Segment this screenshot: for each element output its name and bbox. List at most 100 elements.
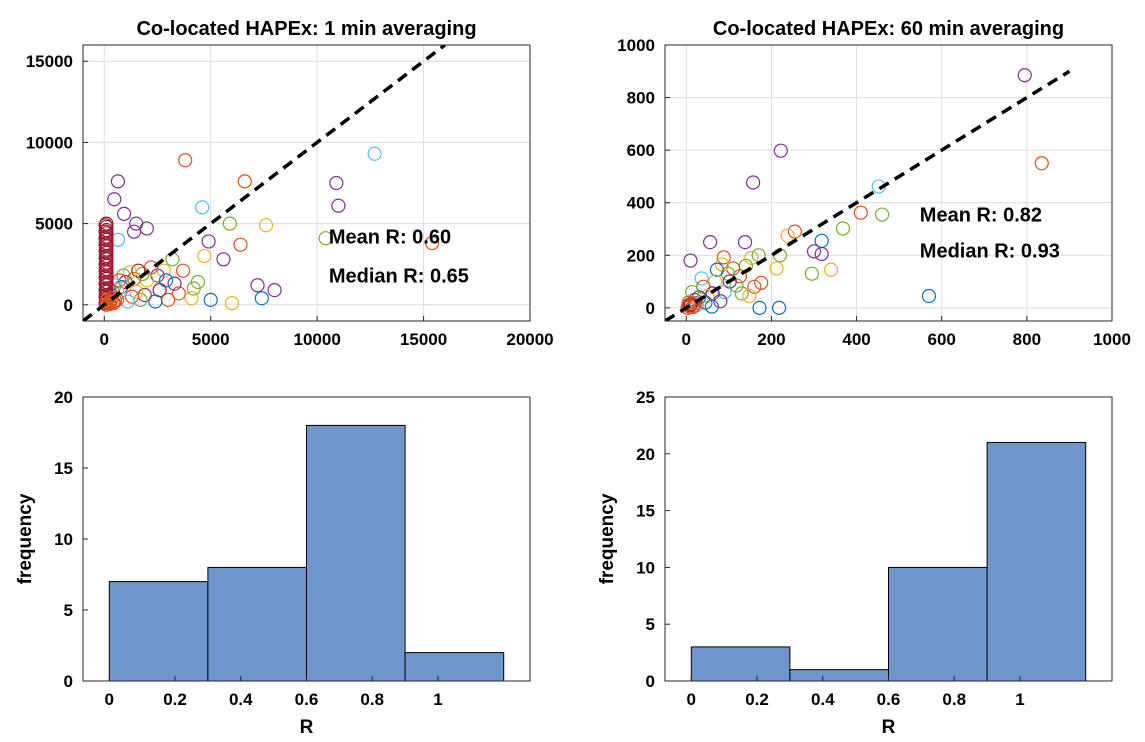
scatter-point (703, 235, 718, 250)
x-axis-label: R (882, 717, 896, 738)
y-axis-label: frequency (597, 493, 618, 584)
y-tick-label: 10000 (26, 133, 73, 152)
y-tick-label: 0 (64, 672, 73, 691)
one-to-one-line (665, 69, 1071, 321)
scatter-60min-panel: 0 200 400 600 800 1000 0 200 400 600 800 1000 Co-loc… (617, 18, 1131, 349)
y-tick-label: 10 (636, 558, 655, 577)
scatter-point (201, 234, 216, 249)
scatter-point (729, 278, 744, 293)
x-tick-label: 0 (687, 690, 696, 709)
scatter-point (148, 294, 163, 309)
scatter-point (746, 175, 761, 190)
scatter-point (129, 284, 144, 299)
scatter-point (734, 286, 749, 301)
scatter-point (773, 143, 788, 158)
y-tick-label: 10 (54, 530, 73, 549)
scatter-point (823, 262, 839, 277)
scatter-point (694, 271, 709, 286)
plot-area (83, 45, 530, 321)
scatter-point (754, 275, 769, 290)
histogram-bar (108, 581, 209, 681)
scatter-point (921, 288, 937, 304)
mean-r-annotation: Mean R: 0.60 (329, 227, 451, 249)
scatter-point (771, 300, 787, 315)
scatter-point (787, 224, 802, 239)
one-to-one-line (83, 45, 446, 321)
x-tick-label: 1 (1015, 690, 1024, 709)
scatter-point (737, 235, 753, 250)
x-tick-label: 0.2 (745, 690, 769, 709)
mean-r-annotation: Mean R: 0.82 (920, 205, 1042, 227)
y-tick-label: 15 (636, 502, 655, 521)
scatter-point (186, 281, 201, 296)
histogram-bar (306, 424, 406, 681)
x-tick-label: 1000 (1093, 330, 1131, 349)
x-tick-label: 20000 (506, 330, 553, 349)
scatter-point (116, 206, 132, 221)
scatter-point (331, 198, 346, 213)
x-tick-label: 0 (100, 330, 109, 349)
y-tick-label: 0 (64, 296, 73, 315)
scatter-point (742, 288, 757, 304)
scatter-point (367, 146, 382, 161)
y-tick-label: 20 (54, 388, 73, 407)
x-tick-label: 1 (433, 690, 442, 709)
histogram-bar (888, 566, 988, 681)
scatter-point (110, 174, 126, 189)
x-tick-label: 10000 (294, 330, 341, 349)
scatter-point (717, 284, 732, 300)
y-tick-label: 0 (646, 299, 655, 318)
scatter-point (195, 200, 210, 215)
y-tick-label: 400 (627, 194, 655, 213)
scatter-point (222, 216, 237, 231)
x-tick-label: 200 (757, 330, 785, 349)
scatter-point (329, 175, 344, 191)
histogram-bar (789, 669, 889, 681)
chart-title: Co-located HAPEx: 60 min averaging (713, 18, 1064, 40)
scatter-point (814, 246, 829, 262)
x-tick-label: 0.2 (163, 690, 187, 709)
x-tick-label: 0.8 (360, 690, 384, 709)
scatter-point (769, 261, 784, 276)
x-tick-label: 400 (842, 330, 870, 349)
scatter-point (424, 235, 440, 251)
plot-marks (83, 45, 446, 321)
scatter-point (804, 266, 819, 281)
histogram-bar (690, 646, 791, 681)
y-tick-label: 5000 (35, 215, 73, 234)
y-tick-label: 15 (54, 459, 73, 478)
scatter-point (197, 248, 212, 264)
scatter-1min-panel: 0 5000 10000 15000 20000 0 5000 10000 15000 Co-lo… (26, 18, 554, 349)
y-tick-label: 0 (646, 672, 655, 691)
scatter-point (224, 296, 240, 311)
scatter-point (158, 273, 174, 288)
scatter-point (122, 265, 137, 280)
scatter-point (107, 192, 122, 207)
scatter-point (250, 278, 265, 293)
chart-title: Co-located HAPEx: 1 min averaging (136, 18, 476, 40)
y-tick-label: 20 (636, 445, 655, 464)
x-tick-label: 0.8 (942, 690, 966, 709)
y-tick-label: 25 (636, 388, 655, 407)
y-tick-label: 15000 (26, 52, 73, 71)
scatter-point (237, 174, 252, 189)
x-tick-label: 5000 (192, 330, 230, 349)
scatter-point (258, 218, 274, 233)
scatter-point (318, 231, 333, 246)
y-tick-label: 1000 (617, 36, 655, 55)
y-tick-label: 200 (627, 246, 655, 265)
plot-marks (108, 424, 505, 681)
scatter-point (126, 224, 142, 239)
median-r-annotation: Median R: 0.93 (920, 241, 1060, 263)
scatter-point (680, 300, 695, 315)
scatter-point (853, 205, 868, 220)
scatter-point (124, 289, 140, 304)
axes-box (82, 44, 531, 322)
scatter-point (683, 253, 698, 268)
x-tick-label: 0 (105, 690, 114, 709)
x-tick-label: 0.6 (295, 690, 319, 709)
y-tick-label: 5 (646, 615, 655, 634)
scatter-point (171, 286, 186, 301)
